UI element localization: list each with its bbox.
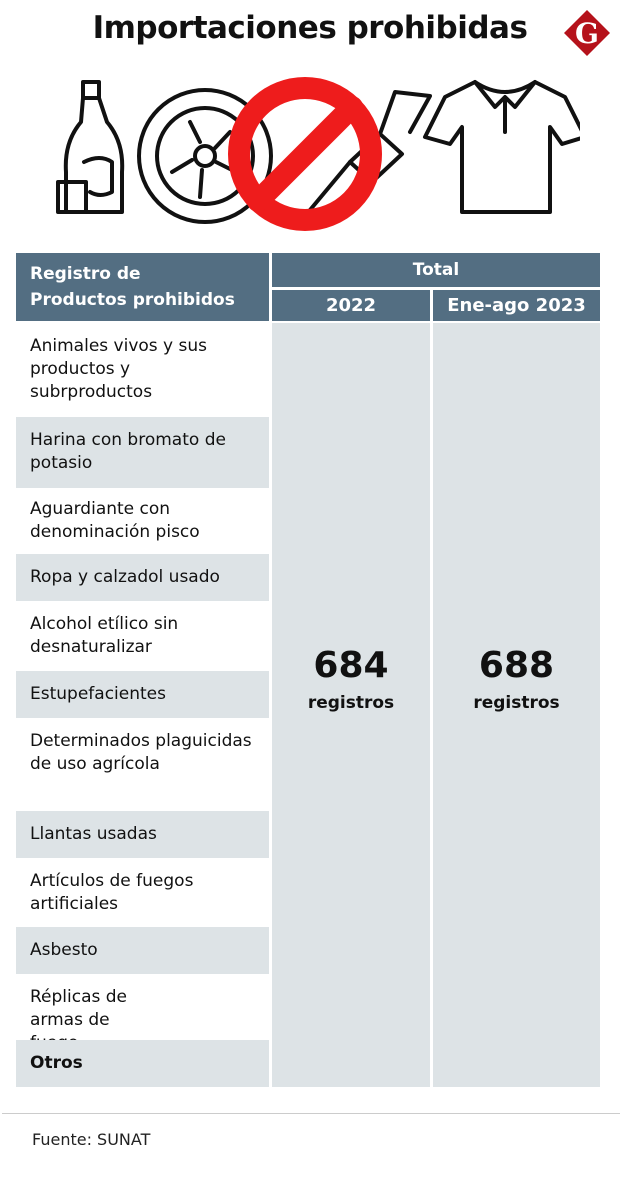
table-row: Aguardiante con denominación pisco [30, 499, 200, 542]
total-2023-value: 688 [478, 645, 555, 686]
total-2023-unit: registros [473, 693, 560, 713]
table-row: Réplicas de armas de fuego [30, 987, 128, 1053]
total-2022-unit: registros [307, 693, 395, 713]
table-row: Animales vivos y sus productos y subrpro… [30, 336, 208, 402]
footer-divider [2, 1113, 620, 1114]
total-2023-cell: 688 registros [433, 323, 600, 1087]
svg-text:G: G [575, 17, 599, 50]
page-title: Importaciones prohibidas [92, 10, 528, 46]
table-row: Harina con bromato de potasio [16, 417, 269, 488]
table-row: Ropa y calzadol usado [16, 554, 269, 601]
table-row: Otros [16, 1040, 269, 1087]
header-2023: Ene-ago 2023 [433, 290, 600, 321]
header-total: Total [272, 253, 600, 287]
table-row: Estupefacientes [16, 671, 269, 718]
table-row: Artículos de fuegos artificiales [30, 871, 194, 914]
total-2022-cell: 684 registros [272, 323, 430, 1087]
icons-illustration [56, 77, 580, 231]
header-line: Registro de [30, 264, 141, 284]
total-2022-value: 684 [313, 645, 389, 686]
source-note: Fuente: SUNAT [32, 1130, 151, 1149]
header-line: Productos prohibidos [30, 290, 235, 310]
table-row: Asbesto [16, 927, 269, 974]
table-row: Llantas usadas [16, 811, 269, 858]
header-products: Registro de Productos prohibidos [16, 253, 269, 321]
prohibited-icon [228, 77, 382, 231]
table-row: Determinados plaguicidas de uso agrícola [30, 731, 252, 774]
liquor-bottle-icon [56, 80, 125, 214]
header-2022: 2022 [272, 290, 430, 321]
logo-icon: G [564, 10, 610, 56]
polo-shirt-icon [423, 80, 580, 214]
table-row: Alcohol etílico sin desnaturalizar [30, 614, 179, 657]
tire-icon [137, 88, 273, 224]
